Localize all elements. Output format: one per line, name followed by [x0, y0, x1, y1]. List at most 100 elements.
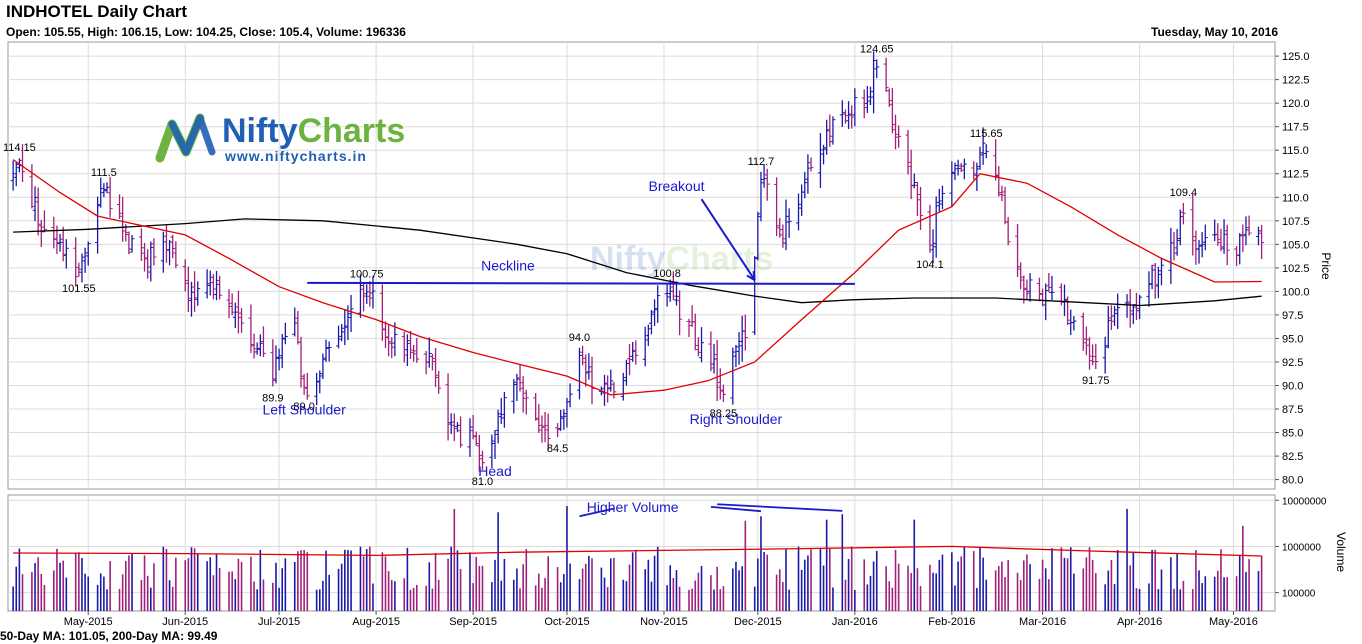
ohlc-bar: [796, 193, 802, 231]
ohlc-bar: [448, 413, 454, 435]
ohlc-bar: [852, 88, 858, 127]
ohlc-bar: [167, 239, 173, 266]
ohlc-bar: [1174, 228, 1180, 256]
ohlc-bar: [257, 334, 263, 357]
ohlc-bar: [774, 177, 780, 237]
ohlc-bar: [883, 57, 889, 92]
ohlc-bar: [235, 290, 241, 334]
ohlc-bar: [980, 127, 986, 165]
ohlc-bar: [808, 157, 814, 172]
ohlc-bar: [1243, 216, 1249, 246]
ohlc-bar: [927, 204, 933, 253]
ohlc-bar: [173, 241, 179, 269]
month-tick-label: Jun-2015: [162, 616, 208, 628]
ohlc-bar: [129, 235, 135, 253]
volume-tick-label: 1000000: [1282, 542, 1321, 553]
ohlc-bar: [160, 231, 166, 273]
ohlc-bar: [905, 129, 911, 175]
price-point-label: 89.9: [262, 392, 283, 404]
ohlc-bar: [936, 188, 942, 212]
ma200-line: [13, 218, 1262, 307]
ohlc-bar: [817, 133, 823, 188]
ohlc-bar: [867, 86, 873, 106]
ohlc-bar: [323, 339, 329, 362]
ohlc-bar: [664, 283, 670, 307]
ohlc-bar: [51, 216, 57, 249]
ohlc-bar: [886, 88, 892, 107]
ohlc-bar: [408, 330, 414, 359]
ohlc-bar: [839, 100, 845, 127]
ohlc-bar: [567, 383, 573, 408]
ohlc-bar: [379, 284, 385, 341]
ohlc-bar: [648, 310, 654, 335]
ohlc-bar: [63, 239, 69, 269]
ohlc-bar: [195, 281, 201, 306]
ohlc-bar: [1087, 337, 1093, 370]
ohlc-bar: [1177, 209, 1183, 246]
ohlc-bar: [1255, 226, 1261, 246]
neckline-label: Neckline: [481, 258, 535, 274]
ohlc-bar: [517, 364, 523, 392]
ohlc-bar: [217, 275, 223, 300]
volume-ma-line: [13, 545, 1262, 557]
ohlc-bar: [1102, 336, 1108, 374]
ohlc-bar: [717, 368, 723, 400]
ohlc-bar: [983, 144, 989, 159]
month-tick-label: Jul-2015: [258, 616, 300, 628]
price-point-label: 115.65: [970, 128, 1003, 140]
ohlc-bar: [489, 434, 495, 469]
ohlc-bar: [1180, 202, 1186, 225]
ohlc-bar: [764, 168, 770, 201]
higher-volume-line: [579, 507, 615, 518]
ohlc-bar: [339, 324, 345, 342]
price-tick-label: 80.0: [1282, 475, 1303, 487]
ohlc-bar: [76, 262, 82, 277]
ohlc-bar: [204, 269, 210, 299]
ohlc-bar: [401, 331, 407, 363]
ohlc-bar: [1259, 225, 1265, 259]
ohlc-bar: [1152, 263, 1158, 299]
month-tick-label: Feb-2016: [928, 616, 975, 628]
ohlc-bar: [602, 374, 608, 406]
ohlc-bar: [273, 345, 279, 384]
ohlc-bar: [35, 187, 41, 236]
month-tick-label: Oct-2015: [544, 616, 589, 628]
ohlc-bar: [170, 234, 176, 259]
ohlc-bar: [73, 237, 79, 287]
price-tick-label: 87.5: [1282, 404, 1303, 416]
ohlc-bar: [673, 281, 679, 306]
ohlc-bar: [29, 164, 35, 209]
ohlc-bar: [633, 340, 639, 365]
ohlc-bar: [642, 326, 648, 367]
neckline-line: [307, 281, 855, 285]
ohlc-bar: [620, 372, 626, 401]
price-tick-label: 102.5: [1282, 263, 1310, 275]
ohlc-bar: [429, 353, 435, 371]
ohlc-bar: [85, 241, 91, 266]
ohlc-bar: [386, 324, 392, 357]
ohlc-bar: [958, 162, 964, 173]
ohlc-bar: [583, 354, 589, 387]
ohlc-bar: [382, 321, 388, 348]
ohlc-bar: [1093, 343, 1099, 370]
ohlc-bar: [501, 391, 507, 428]
ohlc-bar: [1015, 224, 1021, 277]
ohlc-bar: [101, 183, 107, 198]
price-point-label: 91.75: [1082, 375, 1110, 387]
month-tick-label: Mar-2016: [1019, 616, 1066, 628]
ohlc-bar: [254, 342, 260, 355]
price-point-label: 89.0: [293, 401, 314, 413]
ohlc-bar: [142, 243, 148, 272]
ohlc-bar: [107, 176, 113, 218]
month-tick-label: Aug-2015: [352, 616, 400, 628]
ohlc-bar: [32, 186, 38, 222]
ohlc-bar: [1005, 217, 1011, 246]
ohlc-bar: [364, 284, 370, 304]
price-axis-title: Price: [1319, 252, 1333, 280]
ohlc-bar: [511, 379, 517, 414]
ohlc-bar: [192, 271, 198, 312]
ohlc-bar: [1036, 277, 1042, 302]
price-point-label: 112.7: [748, 156, 775, 168]
ohlc-bar: [608, 369, 614, 392]
ohlc-bar: [292, 307, 298, 337]
